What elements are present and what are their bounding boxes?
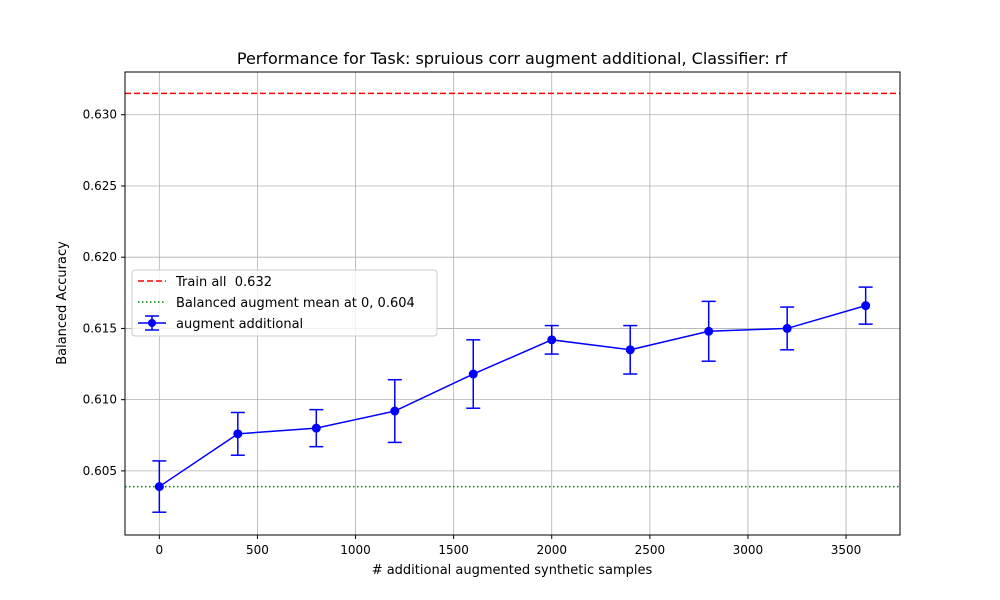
x-tick-label: 2500: [635, 543, 666, 557]
plot-area-frame: [124, 71, 901, 536]
data-point: [468, 369, 478, 379]
legend-label-train-all: Train all 0.632: [175, 275, 272, 290]
x-tick-label: 1000: [340, 543, 371, 557]
legend: Train all 0.632 Balanced augment mean at…: [131, 269, 438, 337]
chart-title: Performance for Task: spruious corr augm…: [237, 49, 788, 68]
x-tick-label: 0: [156, 543, 164, 557]
x-axis-label: # additional augmented synthetic samples: [372, 563, 653, 578]
x-tick-label: 500: [246, 543, 269, 557]
reference-lines: [125, 92, 900, 488]
data-point: [233, 429, 243, 439]
data-point: [861, 301, 871, 311]
y-tick-label: 0.610: [83, 393, 117, 407]
data-point: [311, 423, 321, 433]
data-point: [547, 335, 557, 345]
data-point: [390, 406, 400, 416]
data-point: [782, 323, 792, 333]
x-tick-label: 3000: [733, 543, 764, 557]
legend-swatch-augment-additional: [138, 315, 166, 331]
data-point: [154, 482, 164, 492]
y-tick-label: 0.625: [83, 179, 117, 193]
series-augment-additional: [152, 286, 873, 513]
y-axis-label: Balanced Accuracy: [55, 241, 70, 365]
legend-label-augment-additional: augment additional: [176, 317, 303, 332]
y-tick-label: 0.605: [83, 464, 117, 478]
x-tick-label: 1500: [438, 543, 469, 557]
y-axis-ticks: 0.605 0.610 0.615 0.620 0.625 0.630: [83, 108, 125, 478]
y-tick-label: 0.615: [83, 321, 117, 335]
data-point: [625, 345, 635, 355]
x-axis-ticks: 0 500 1000 1500 2000 2500 3000 3500: [156, 535, 862, 557]
y-tick-label: 0.620: [83, 250, 117, 264]
series-line: [158, 304, 866, 488]
legend-label-balanced-mean: Balanced augment mean at 0, 0.604: [176, 296, 415, 311]
legend-box: [131, 269, 438, 337]
y-tick-label: 0.630: [83, 108, 117, 122]
x-tick-label: 2000: [536, 543, 567, 557]
data-point: [704, 326, 714, 336]
x-tick-label: 3500: [831, 543, 862, 557]
